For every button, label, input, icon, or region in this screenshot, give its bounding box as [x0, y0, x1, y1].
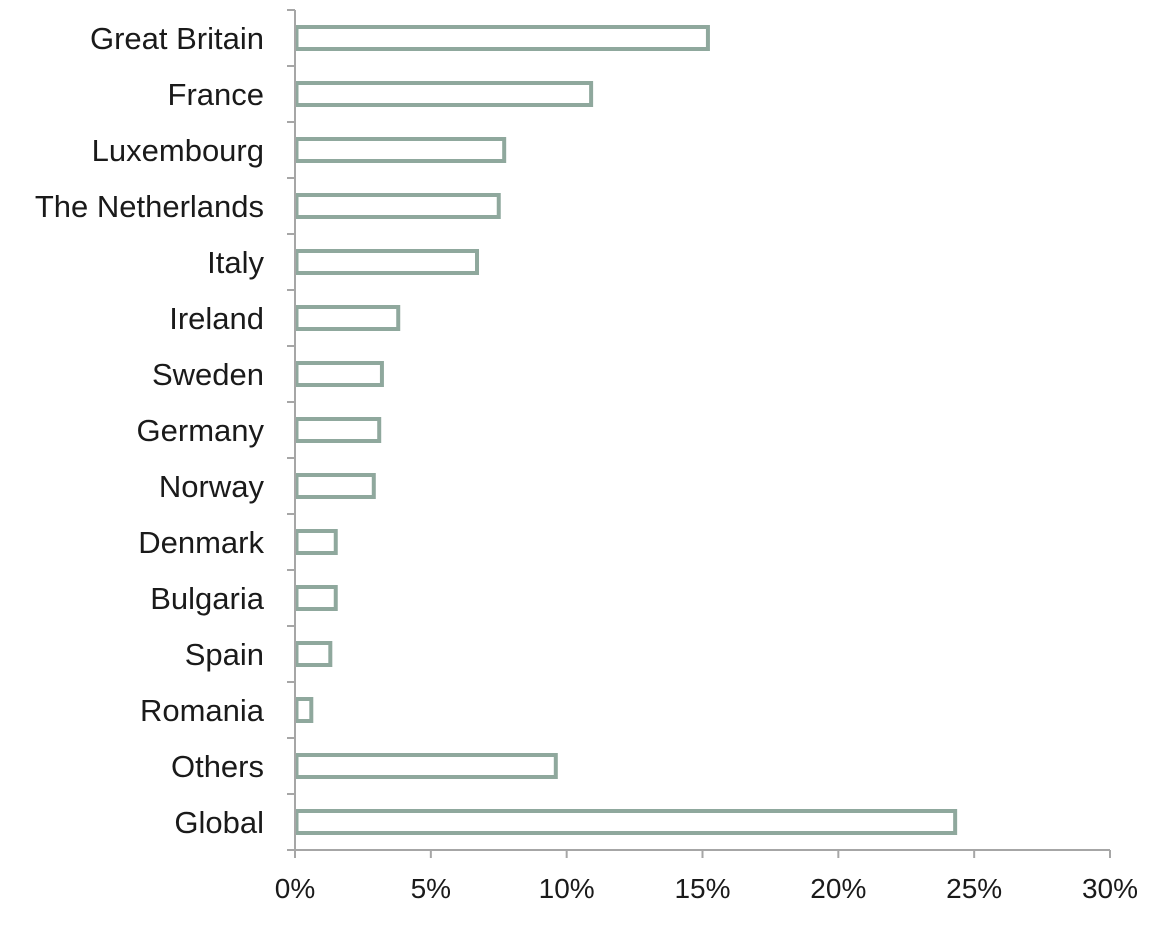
bar-global — [294, 809, 958, 835]
bar-denmark — [294, 529, 338, 555]
category-label: Spain — [185, 637, 264, 672]
bar-romania — [294, 697, 314, 723]
bars-group — [294, 25, 958, 835]
bar-ireland — [294, 305, 401, 331]
category-label: Norway — [159, 469, 265, 504]
x-tick-label: 5% — [411, 873, 451, 904]
category-label: Germany — [137, 413, 265, 448]
category-label: Bulgaria — [150, 581, 264, 616]
x-tick-label: 25% — [946, 873, 1002, 904]
x-tick-label: 15% — [674, 873, 730, 904]
y-axis — [287, 9, 296, 851]
category-label: France — [168, 77, 264, 112]
bar-others — [294, 753, 558, 779]
category-label: Sweden — [152, 357, 264, 392]
category-label: Luxembourg — [92, 133, 264, 168]
bar-france — [294, 81, 594, 107]
category-label: Great Britain — [90, 21, 264, 56]
bar-spain — [294, 641, 333, 667]
category-label: Others — [171, 749, 264, 784]
bar-germany — [294, 417, 382, 443]
category-labels: Great Britain France Luxembourg The Netherl… — [35, 21, 265, 840]
bar-the-netherlands — [294, 193, 501, 219]
category-label: Romania — [140, 693, 265, 728]
x-axis: 0% 5% 10% 15% 20% 25% 30% — [275, 849, 1138, 904]
x-tick-label: 20% — [810, 873, 866, 904]
category-label: Italy — [207, 245, 264, 280]
category-label: The Netherlands — [35, 189, 264, 224]
x-tick-label: 30% — [1082, 873, 1138, 904]
bar-norway — [294, 473, 376, 499]
category-label: Global — [174, 805, 264, 840]
category-label: Ireland — [169, 301, 264, 336]
bar-great-britain — [294, 25, 710, 51]
category-label: Denmark — [138, 525, 264, 560]
bar-sweden — [294, 361, 384, 387]
bar-bulgaria — [294, 585, 338, 611]
bar-italy — [294, 249, 480, 275]
x-tick-label: 0% — [275, 873, 315, 904]
x-tick-label: 10% — [539, 873, 595, 904]
bar-luxembourg — [294, 137, 507, 163]
